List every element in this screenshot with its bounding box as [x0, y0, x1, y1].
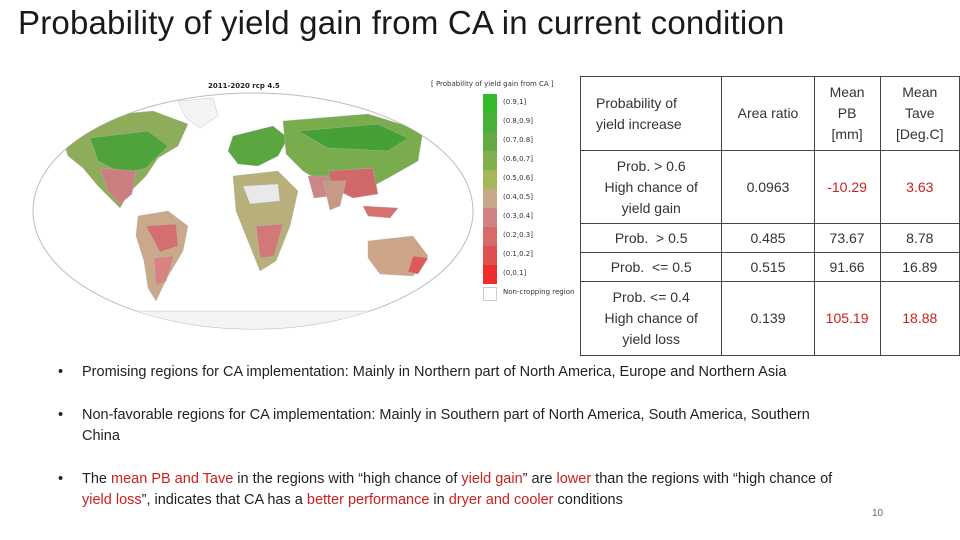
row-label-text: Prob. > 0.6 High chance of yield gain — [604, 157, 698, 216]
legend-label: (0.3,0.4] — [503, 212, 533, 220]
tave-cell: 8.78 — [879, 223, 960, 253]
bullet-dot: • — [58, 471, 64, 487]
legend-swatch — [483, 113, 497, 132]
europe — [227, 125, 289, 167]
pb-cell: 73.67 — [813, 223, 881, 253]
header-area-ratio-text: Area ratio — [737, 105, 799, 121]
text-highlight: lower — [556, 471, 592, 487]
legend-label: (0.6,0.7] — [503, 155, 533, 163]
india — [322, 180, 347, 211]
header-mean-pb: Mean PB [mm] — [813, 76, 881, 151]
bullet-text: The mean PB and Tave in the regions with… — [82, 471, 832, 508]
legend-label: (0.7,0.8] — [503, 136, 533, 144]
legend-label: (0.8,0.9] — [503, 117, 533, 125]
header-mean-tave: Mean Tave [Deg.C] — [879, 76, 960, 151]
text-highlight: better performance — [306, 492, 430, 508]
pb-cell: 105.19 — [813, 281, 881, 356]
pb-cell: -10.29 — [813, 150, 881, 224]
legend-label: (0.5,0.6] — [503, 174, 533, 182]
legend-swatch — [483, 265, 497, 284]
bullet-item: • The mean PB and Tave in the regions wi… — [56, 469, 846, 511]
text-highlight: mean PB and Tave — [111, 471, 234, 487]
bullet-dot: • — [58, 407, 64, 423]
legend-label: (0.2,0.3] — [503, 231, 533, 239]
legend-swatch — [483, 287, 497, 301]
table-row: Prob. > 0.5 0.485 73.67 8.78 — [579, 223, 960, 253]
row-label: Prob. <= 0.5 — [579, 252, 722, 282]
text-run: ”, indicates that CA has a — [141, 492, 307, 508]
header-probability-text: Probability of yield increase — [596, 94, 682, 132]
legend-swatch — [483, 189, 497, 208]
text-highlight: dryer and cooler — [448, 492, 554, 508]
legend-swatch — [483, 132, 497, 151]
row-label: Prob. > 0.6 High chance of yield gain — [579, 150, 722, 224]
header-area-ratio: Area ratio — [721, 76, 815, 151]
tave-cell: 16.89 — [879, 252, 960, 282]
stats-table: Probability of yield increase Area ratio… — [579, 76, 960, 356]
header-mean-tave-text: Mean Tave [Deg.C] — [896, 84, 944, 142]
bullet-text: Non-favorable regions for CA implementat… — [82, 407, 810, 444]
world-map-figure: 2011-2020 rcp 4.5 [ Probability of yield… — [28, 76, 580, 338]
legend-swatch — [483, 151, 497, 170]
tave-cell: 18.88 — [879, 281, 960, 356]
legend-label: (0,0.1] — [503, 269, 527, 277]
map-caption: 2011-2020 rcp 4.5 — [208, 82, 280, 90]
legend-label: (0.4,0.5] — [503, 193, 533, 201]
legend-swatch — [483, 227, 497, 246]
legend-swatch — [483, 208, 497, 227]
bullet-item: • Non-favorable regions for CA implement… — [56, 405, 846, 447]
legend-label: (0.9,1] — [503, 98, 527, 106]
text-highlight: yield loss — [82, 492, 142, 508]
text-run: ” are — [522, 471, 557, 487]
tave-cell: 3.63 — [879, 150, 960, 224]
legend-swatch — [483, 246, 497, 265]
text-run: The — [82, 471, 112, 487]
header-mean-pb-text: Mean PB [mm] — [829, 84, 865, 142]
page-number: 10 — [872, 508, 884, 519]
text-run: in — [429, 492, 449, 508]
bullet-item: • Promising regions for CA implementatio… — [56, 362, 846, 383]
table-row: Prob. > 0.6 High chance of yield gain 0.… — [579, 150, 960, 224]
row-label: Prob. <= 0.4 High chance of yield loss — [579, 281, 722, 356]
row-label-text: Prob. <= 0.4 High chance of yield loss — [604, 289, 698, 347]
area-cell: 0.515 — [721, 252, 815, 282]
bullet-dot: • — [58, 364, 64, 380]
text-highlight: yield gain — [461, 471, 523, 487]
area-cell: 0.139 — [721, 281, 815, 356]
text-run: conditions — [553, 492, 623, 508]
bullet-text: Promising regions for CA implementation:… — [82, 364, 787, 380]
legend-swatch — [483, 94, 497, 113]
antarctica — [57, 310, 449, 329]
pb-cell: 91.66 — [813, 252, 881, 282]
text-run: in the regions with “high chance of — [233, 471, 462, 487]
header-probability: Probability of yield increase — [579, 76, 722, 151]
legend-label: (0.1,0.2] — [503, 250, 533, 258]
area-cell: 0.0963 — [721, 150, 815, 224]
table-header-row: Probability of yield increase Area ratio… — [579, 76, 960, 151]
table-row: Prob. <= 0.5 0.515 91.66 16.89 — [579, 252, 960, 282]
greenland — [177, 97, 219, 129]
legend-title: [ Probability of yield gain from CA ] — [431, 80, 554, 88]
row-label: Prob. > 0.5 — [579, 223, 722, 253]
area-cell: 0.485 — [721, 223, 815, 253]
bullet-list: • Promising regions for CA implementatio… — [56, 362, 846, 533]
slide-title: Probability of yield gain from CA in cur… — [18, 4, 785, 41]
text-run: than the regions with “high chance of — [591, 471, 833, 487]
legend-label: Non-cropping region — [503, 288, 575, 296]
legend-swatch — [483, 170, 497, 189]
world-map — [32, 92, 474, 330]
table-row: Prob. <= 0.4 High chance of yield loss 0… — [579, 281, 960, 356]
